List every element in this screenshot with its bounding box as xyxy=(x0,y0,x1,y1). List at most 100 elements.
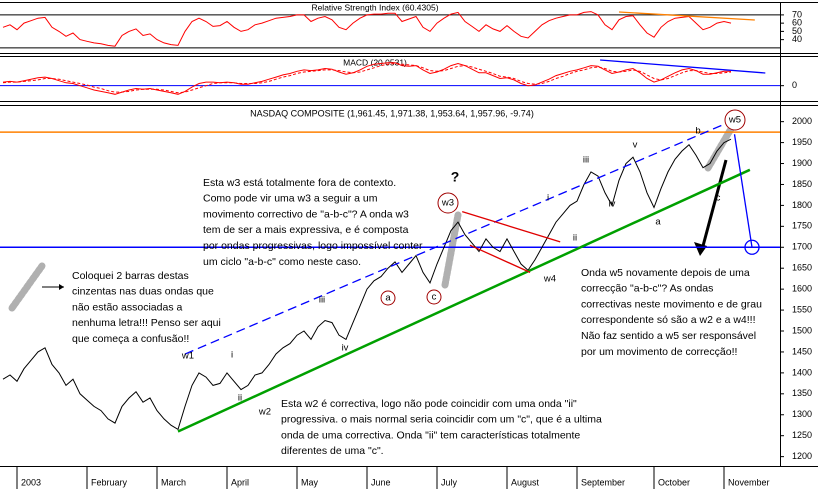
trend-line xyxy=(462,211,561,243)
y-tick-label: 2000 xyxy=(792,116,812,126)
series-line xyxy=(2,11,732,47)
y-tick-label: 1250 xyxy=(792,430,812,440)
y-tick-label: 1650 xyxy=(792,263,812,273)
y-tick-label: 1200 xyxy=(792,451,812,461)
wave-label: v xyxy=(633,140,638,151)
y-tick-label: 70 xyxy=(792,9,802,19)
y-tick-label: 1800 xyxy=(792,200,812,210)
y-tick-label: 1350 xyxy=(792,388,812,398)
annotation-line: correcção "a-b-c"? As ondas xyxy=(581,283,713,295)
y-tick-label: 1950 xyxy=(792,137,812,147)
x-tick-label: September xyxy=(581,477,625,487)
x-tick-label: May xyxy=(301,477,319,487)
wave-label: iii xyxy=(583,155,589,166)
arrow xyxy=(701,159,728,247)
y-tick-label: 1500 xyxy=(792,325,812,335)
series-line xyxy=(2,62,731,95)
y-tick-label: 1600 xyxy=(792,284,812,294)
wave-label: w2 xyxy=(258,407,271,418)
series-line xyxy=(2,62,732,94)
annotation-line: que começa a confusão!! xyxy=(72,333,189,345)
wave-label: ii xyxy=(573,233,577,244)
annotation-line: tem de ser a mais expressiva, e é compos… xyxy=(203,224,409,236)
annotation-line: um ciclo "a-b-c" como neste caso. xyxy=(203,256,361,268)
x-tick-label: March xyxy=(161,477,186,487)
x-tick-label: July xyxy=(441,477,458,487)
series-line xyxy=(2,138,732,431)
wave-label: a xyxy=(385,293,391,304)
arrow-head xyxy=(59,284,64,290)
x-tick-label: April xyxy=(231,477,249,487)
x-tick-label: August xyxy=(511,477,540,487)
y-tick-label: 0 xyxy=(792,80,797,90)
wave-label: i xyxy=(231,350,233,361)
x-tick-label: November xyxy=(728,477,770,487)
y-tick-label: 1850 xyxy=(792,179,812,189)
gray-bar xyxy=(8,262,46,312)
wave-label: iv xyxy=(342,343,349,354)
annotation-line: cinzentas nas duas ondas que xyxy=(72,286,214,298)
arrow-head xyxy=(694,242,707,256)
wave-label: iii xyxy=(319,295,325,306)
x-tick-label: October xyxy=(658,477,690,487)
trend-line xyxy=(618,11,755,21)
y-tick-label: 1300 xyxy=(792,409,812,419)
trend-line xyxy=(184,121,731,355)
target-circle xyxy=(744,239,760,255)
wave-label: b xyxy=(695,126,700,137)
annotation-line: diferentes de uma "c". xyxy=(281,445,384,457)
trend-line xyxy=(600,59,766,74)
y-tick-label: 1900 xyxy=(792,158,812,168)
y-tick-label: 1400 xyxy=(792,367,812,377)
annotation-line: correspondente só são a w2 e a w4!!! xyxy=(581,314,756,326)
trend-line xyxy=(469,244,531,273)
wave-label: w3 xyxy=(441,198,454,209)
y-tick-label: 1700 xyxy=(792,242,812,252)
panel-title: NASDAQ COMPOSITE (1,961.45, 1,971.38, 1,… xyxy=(250,108,534,118)
x-tick-label: February xyxy=(91,477,128,487)
annotation-line: onda de uma correctiva. Onda "ii" tem ca… xyxy=(281,429,580,441)
wave-label: w4 xyxy=(543,274,556,285)
y-tick-label: 1450 xyxy=(792,346,812,356)
x-tick-label: June xyxy=(371,477,391,487)
annotation-line: por um movimento de correcção!! xyxy=(581,346,737,358)
annotation-line: correctivas neste movimento e de grau xyxy=(581,298,762,310)
annotation-line: nenhuma letra!!! Penso ser aqui xyxy=(72,317,221,329)
annotation-line: movimento correctivo de "a-b-c"? A onda … xyxy=(203,208,409,220)
y-tick-label: 60 xyxy=(792,18,802,28)
wave-circle xyxy=(724,109,746,131)
wave-label: c xyxy=(716,193,721,204)
gray-bar xyxy=(441,211,462,289)
wave-label: w5 xyxy=(728,115,741,126)
wave-label: i xyxy=(547,193,549,204)
wave-label: a xyxy=(655,217,661,228)
annotation-line: Esta w2 é correctiva, logo não pode coin… xyxy=(281,398,577,410)
y-tick-label: 50 xyxy=(792,26,802,36)
annotation-line: Não faz sentido a w5 ser responsável xyxy=(581,330,756,342)
annotation-line: Coloquei 2 barras destas xyxy=(72,270,189,282)
y-tick-label: 1550 xyxy=(792,304,812,314)
wave-label: w1 xyxy=(181,351,194,362)
y-tick-label: 1750 xyxy=(792,221,812,231)
annotation-line: Onda w5 novamente depois de uma xyxy=(581,267,750,279)
panel-title: MACD (20.0531) xyxy=(343,57,407,67)
y-tick-label: 40 xyxy=(792,34,802,44)
trend-line xyxy=(177,168,751,433)
x-tick-label: 2003 xyxy=(21,477,41,487)
wave-label: ? xyxy=(451,169,460,185)
wave-circle xyxy=(380,290,396,306)
panel-borders xyxy=(0,2,818,467)
wave-label: iv xyxy=(609,199,616,210)
annotation-line: Esta w3 está totalmente fora de contexto… xyxy=(203,177,396,189)
annotation-line: progressiva. o mais normal seria coincid… xyxy=(281,414,602,426)
annotation-line: não estão associadas a xyxy=(72,301,182,313)
panel-title: Relative Strength Index (60.4305) xyxy=(311,2,438,12)
wave-circle xyxy=(437,192,459,214)
wave-circle xyxy=(426,289,442,305)
arrows xyxy=(42,159,728,290)
wave-label: ii xyxy=(238,393,242,404)
